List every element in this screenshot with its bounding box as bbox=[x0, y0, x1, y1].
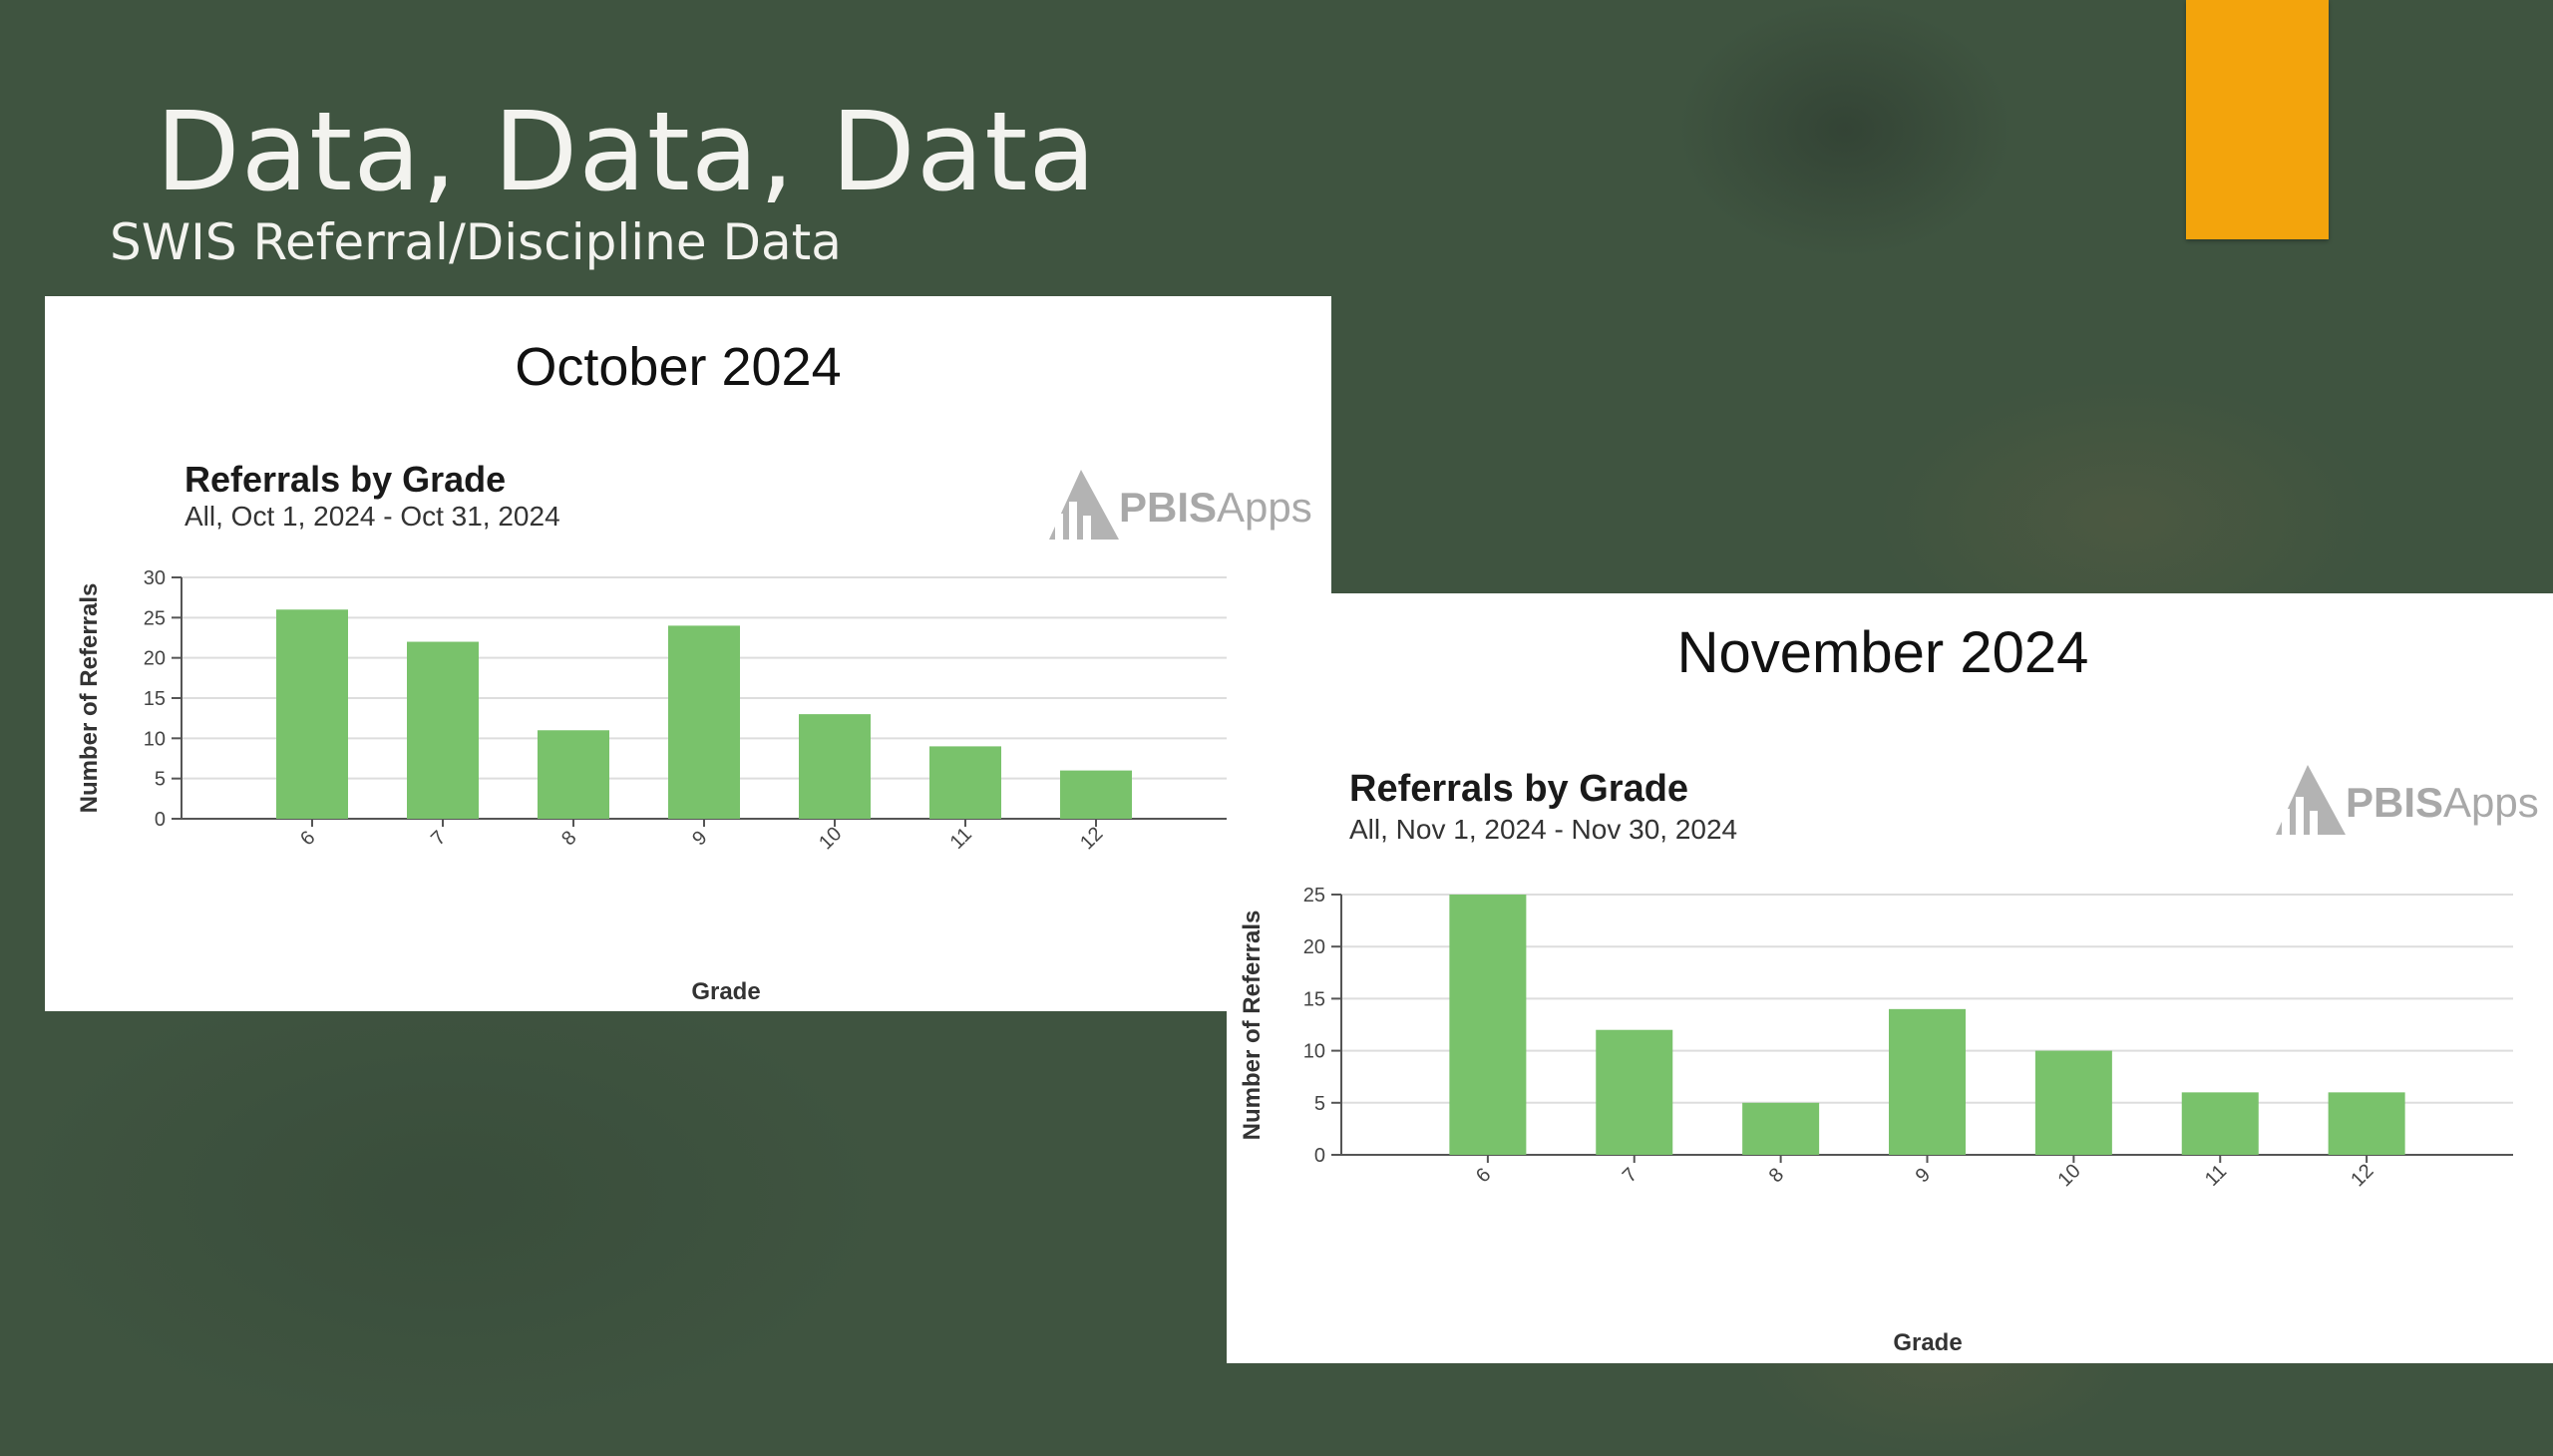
oct-chart-subtitle: All, Oct 1, 2024 - Oct 31, 2024 bbox=[184, 501, 560, 532]
nov-y-tick-label: 5 bbox=[1314, 1093, 1325, 1115]
nov-chart-title: Referrals by Grade bbox=[1349, 768, 1688, 810]
nov-bar-grade-9 bbox=[1889, 1008, 1966, 1155]
nov-x-tick-label: 11 bbox=[2201, 1161, 2231, 1191]
oct-y-tick-label: 20 bbox=[144, 648, 166, 670]
nov-bar-grade-7 bbox=[1596, 1029, 1673, 1155]
oct-x-tick-label: 11 bbox=[946, 824, 976, 854]
oct-x-tick-label: 9 bbox=[688, 827, 711, 850]
nov-bar-grade-8 bbox=[1742, 1102, 1820, 1155]
november-chart-panel: November 2024 Referrals by Grade All, Nov … bbox=[1227, 593, 2553, 1363]
oct-x-tick-label: 8 bbox=[557, 827, 580, 850]
oct-x-tick-label: 6 bbox=[296, 827, 319, 850]
oct-chart-title: Referrals by Grade bbox=[184, 459, 506, 500]
october-chart-panel: October 2024 Referrals by Grade All, Oct 1… bbox=[45, 296, 1331, 1011]
nov-y-axis-label: Number of Referrals bbox=[1239, 910, 1266, 1141]
nov-y-tick-label: 25 bbox=[1303, 885, 1325, 907]
nov-y-tick-label: 0 bbox=[1314, 1145, 1325, 1167]
nov-x-tick-label: 7 bbox=[1619, 1164, 1641, 1187]
oct-y-tick-label: 5 bbox=[155, 769, 166, 791]
oct-bar-grade-12 bbox=[1060, 770, 1132, 819]
orange-accent-bar bbox=[2186, 0, 2329, 239]
oct-bar-grade-6 bbox=[276, 609, 348, 819]
oct-bar-grade-9 bbox=[668, 625, 740, 819]
oct-x-axis-label: Grade bbox=[691, 978, 760, 1005]
nov-x-axis-label: Grade bbox=[1893, 1329, 1962, 1356]
nov-x-tick-label: 8 bbox=[1765, 1164, 1788, 1187]
oct-x-tick-label: 7 bbox=[427, 827, 450, 850]
nov-x-tick-label: 12 bbox=[2347, 1160, 2377, 1191]
oct-x-tick-label: 10 bbox=[815, 823, 846, 854]
oct-y-tick-label: 15 bbox=[144, 688, 166, 710]
oct-bar-grade-11 bbox=[929, 746, 1001, 819]
oct-y-tick-label: 25 bbox=[144, 607, 166, 629]
nov-y-tick-label: 15 bbox=[1303, 988, 1325, 1010]
nov-x-tick-label: 9 bbox=[1912, 1164, 1935, 1187]
oct-x-tick-label: 12 bbox=[1076, 823, 1107, 854]
slide-subtitle: SWIS Referral/Discipline Data bbox=[110, 213, 842, 271]
nov-bar-grade-11 bbox=[2181, 1092, 2259, 1155]
nov-chart-subtitle: All, Nov 1, 2024 - Nov 30, 2024 bbox=[1349, 814, 1737, 845]
oct-y-tick-label: 30 bbox=[144, 567, 166, 589]
nov-x-tick-label: 6 bbox=[1472, 1164, 1495, 1187]
oct-y-axis-label: Number of Referrals bbox=[76, 583, 103, 814]
slide-title: Data, Data, Data bbox=[156, 88, 1097, 215]
oct-logo-text: PBISApps bbox=[1119, 484, 1312, 531]
oct-bar-grade-10 bbox=[799, 714, 871, 819]
nov-month-heading: November 2024 bbox=[1677, 620, 2089, 685]
nov-logo-text: PBISApps bbox=[2346, 779, 2539, 826]
oct-month-heading: October 2024 bbox=[515, 337, 841, 397]
pbis-apps-logo-icon: PBISApps bbox=[1049, 470, 1312, 540]
nov-bar-grade-6 bbox=[1449, 895, 1527, 1155]
nov-y-tick-label: 10 bbox=[1303, 1041, 1325, 1063]
november-chart: November 2024 Referrals by Grade All, Nov … bbox=[1239, 620, 2539, 1356]
oct-bar-grade-7 bbox=[407, 641, 479, 819]
oct-y-tick-label: 10 bbox=[144, 728, 166, 750]
nov-y-tick-label: 20 bbox=[1303, 936, 1325, 958]
pbis-apps-logo-icon: PBISApps bbox=[2276, 765, 2539, 835]
nov-bar-grade-12 bbox=[2328, 1092, 2405, 1155]
nov-bar-grade-10 bbox=[2034, 1050, 2112, 1155]
nov-x-tick-label: 10 bbox=[2053, 1160, 2084, 1191]
oct-bar-grade-8 bbox=[538, 730, 609, 819]
oct-y-tick-label: 0 bbox=[155, 809, 166, 831]
